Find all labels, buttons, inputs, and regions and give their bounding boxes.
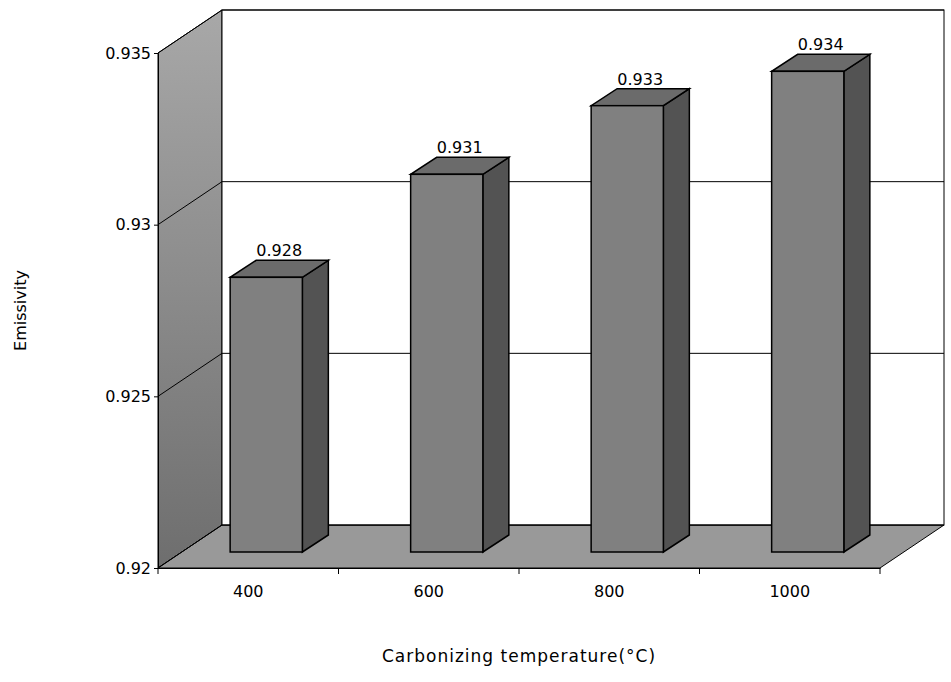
category-separator [338,568,339,574]
data-label: 0.934 [798,35,844,54]
bar-top [772,54,870,71]
tick-label: 800 [594,582,625,601]
bar-side [483,157,509,552]
category-separator [699,568,700,574]
tick: 0.925 [105,387,158,406]
tick-label: 0.93 [115,215,151,234]
bar [411,174,483,552]
bar-side [302,260,328,552]
tick: 400 [233,568,264,601]
data-label: 0.928 [256,241,302,260]
tick-label: 0.92 [115,559,151,578]
grid-line [158,10,222,53]
tick-mark [154,568,158,569]
tick: 0.93 [115,215,158,234]
grid [158,10,944,568]
tick-label: 0.925 [105,387,151,406]
side-wall [158,10,222,568]
bar-side [844,54,870,552]
tick: 800 [594,568,625,601]
category-separator [158,568,159,574]
bar [591,106,663,552]
grid-line [158,182,222,225]
tick-label: 0.935 [105,44,151,63]
bar-side [663,89,689,552]
grid-line [158,525,222,568]
bar-top [230,260,328,277]
grid-line [222,10,944,11]
axis-line [154,54,159,569]
category-separator [880,568,881,574]
bar-top [591,89,689,106]
y-axis-title: Emissivity [11,270,30,351]
tick: 1000 [769,568,810,601]
x-axis: 400 600 800 1000 [158,568,881,601]
data-label: 0.933 [617,70,663,89]
tick: 600 [413,568,444,601]
y-axis: 0.92 0.925 0.93 0.935 [105,44,158,578]
tick: 0.92 [115,559,158,578]
chart: 0.928 0.931 0.933 0.934 0.92 0.925 0.93 0.935 40… [0,0,951,682]
grid-line [158,353,222,396]
tick-label: 400 [233,582,264,601]
bar [772,71,844,552]
data-labels: 0.928 0.931 0.933 0.934 [256,35,843,260]
tick-mark [154,53,158,54]
bar [230,277,302,552]
tick-mark [154,396,158,397]
category-separator [519,568,520,574]
bars [230,54,870,552]
tick-label: 600 [413,582,444,601]
bar-top [411,157,509,174]
x-axis-title: Carbonizing temperature(°C) [382,646,656,666]
data-label: 0.931 [437,138,483,157]
tick-label: 1000 [769,582,810,601]
tick: 0.935 [105,44,158,63]
tick-mark [154,225,158,226]
